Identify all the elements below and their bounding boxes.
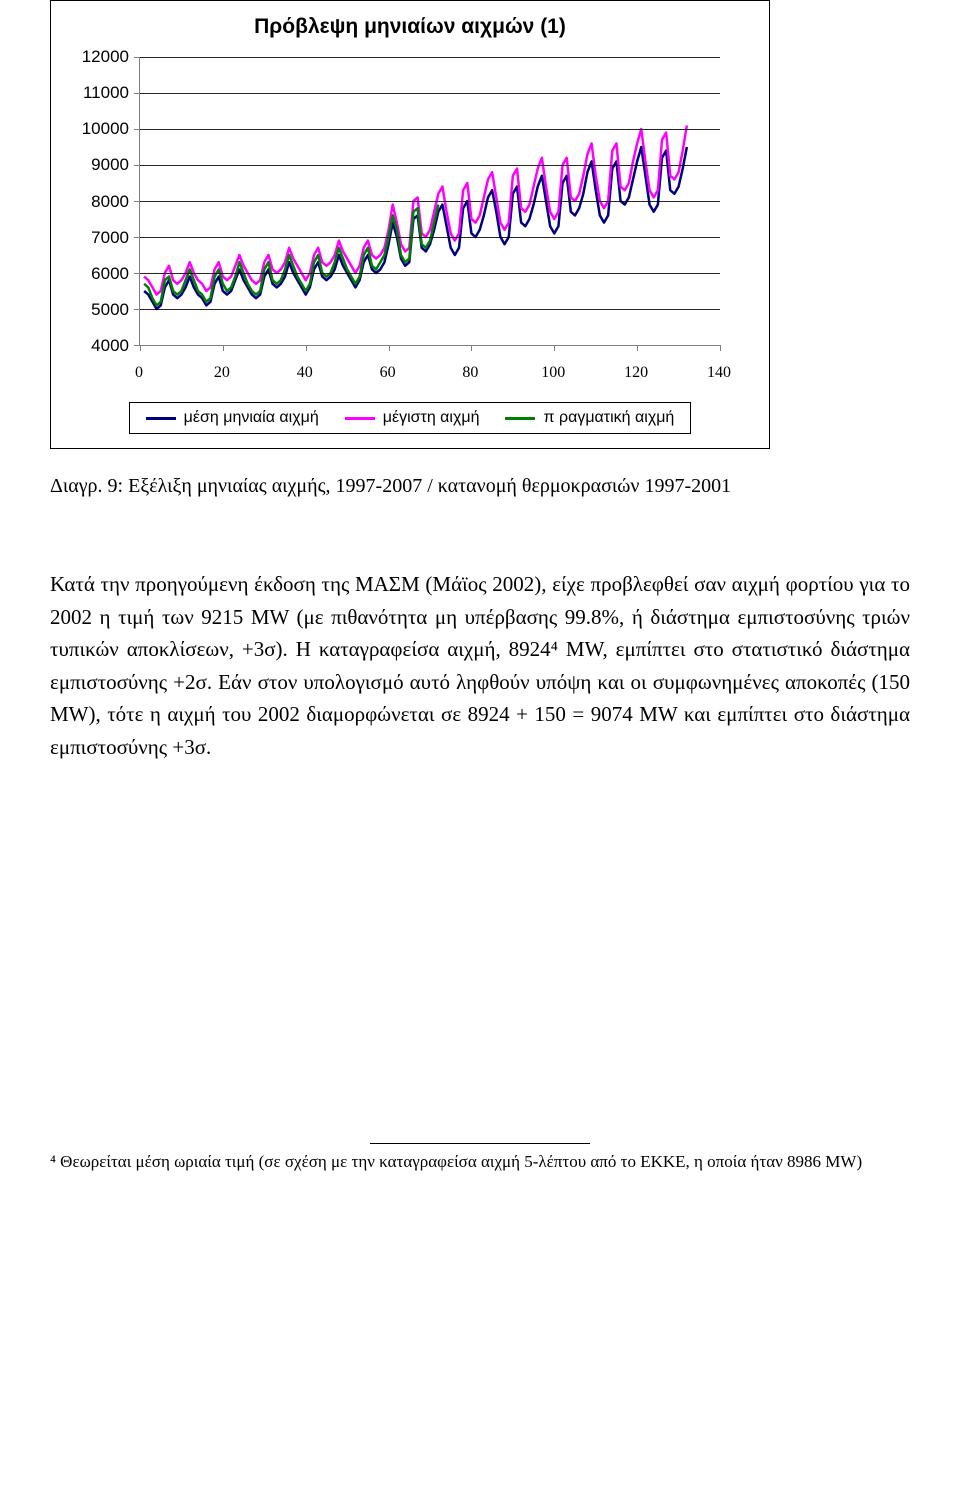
- x-tick-label: 0: [135, 364, 143, 382]
- gridline: [140, 165, 720, 166]
- x-tick-mark: [389, 345, 390, 351]
- gridline: [140, 309, 720, 310]
- legend-item: μέση μηνιαία αιχμή: [146, 409, 319, 427]
- gridline: [140, 201, 720, 202]
- y-tick-label: 9000: [91, 156, 129, 173]
- y-tick-label: 10000: [82, 120, 129, 137]
- x-tick-label: 120: [624, 364, 648, 382]
- x-axis-labels: 020406080100120140: [139, 364, 719, 384]
- page: Πρόβλεψη μηνιαίων αιχμών (1) 12000110001…: [0, 0, 960, 1212]
- legend-label: μέση μηνιαία αιχμή: [184, 409, 319, 427]
- legend-swatch: [505, 417, 535, 420]
- figure-caption: Διαγρ. 9: Εξέλιξη μηνιαίας αιχμής, 1997-…: [50, 475, 910, 498]
- chart-frame: Πρόβλεψη μηνιαίων αιχμών (1) 12000110001…: [50, 0, 770, 449]
- body-paragraph: Κατά την προηγούμενη έκδοση της ΜΑΣΜ (Μά…: [50, 568, 910, 763]
- y-tick-label: 7000: [91, 229, 129, 246]
- x-tick-label: 20: [214, 364, 230, 382]
- x-tick-mark: [554, 345, 555, 351]
- gridline: [140, 129, 720, 130]
- legend-swatch: [146, 417, 176, 420]
- x-tick-label: 80: [462, 364, 478, 382]
- x-tick-label: 140: [707, 364, 731, 382]
- legend-swatch: [345, 417, 375, 420]
- gridline: [140, 93, 720, 94]
- x-tick-mark: [720, 345, 721, 351]
- y-tick-label: 6000: [91, 265, 129, 282]
- legend-item: π ραγματική αιχμή: [505, 409, 674, 427]
- y-axis-labels: 12000 11000 10000 9000 8000 7000 6000 5000 4000: [69, 48, 139, 354]
- x-tick-mark: [306, 345, 307, 351]
- y-tick-label: 11000: [83, 84, 129, 101]
- footnote: ⁴ Θεωρείται μέση ωριαία τιμή (σε σχέση μ…: [50, 1152, 910, 1172]
- x-tick-label: 60: [380, 364, 396, 382]
- gridline: [140, 273, 720, 274]
- y-tick-label: 12000: [82, 48, 129, 65]
- gridline: [140, 237, 720, 238]
- legend-label: μέγιστη αιχμή: [383, 409, 480, 427]
- x-tick-label: 40: [297, 364, 313, 382]
- y-tick-label: 5000: [91, 301, 129, 318]
- y-tick-label: 8000: [91, 193, 129, 210]
- chart-title: Πρόβλεψη μηνιαίων αιχμών (1): [69, 15, 751, 39]
- gridline: [140, 57, 720, 58]
- footnote-rule: [370, 1143, 590, 1144]
- x-tick-mark: [140, 345, 141, 351]
- x-tick-label: 100: [541, 364, 565, 382]
- legend: μέση μηνιαία αιχμή μέγιστη αιχμή π ραγματι…: [129, 402, 692, 434]
- plot-area: [139, 57, 720, 346]
- plot-wrap: 120001100010000900080007000600050004000: [69, 57, 751, 354]
- series-line: [144, 147, 687, 309]
- x-tick-mark: [637, 345, 638, 351]
- x-tick-mark: [471, 345, 472, 351]
- legend-label: π ραγματική αιχμή: [543, 409, 674, 427]
- y-tick-label: 4000: [91, 337, 129, 354]
- legend-item: μέγιστη αιχμή: [345, 409, 480, 427]
- x-tick-mark: [223, 345, 224, 351]
